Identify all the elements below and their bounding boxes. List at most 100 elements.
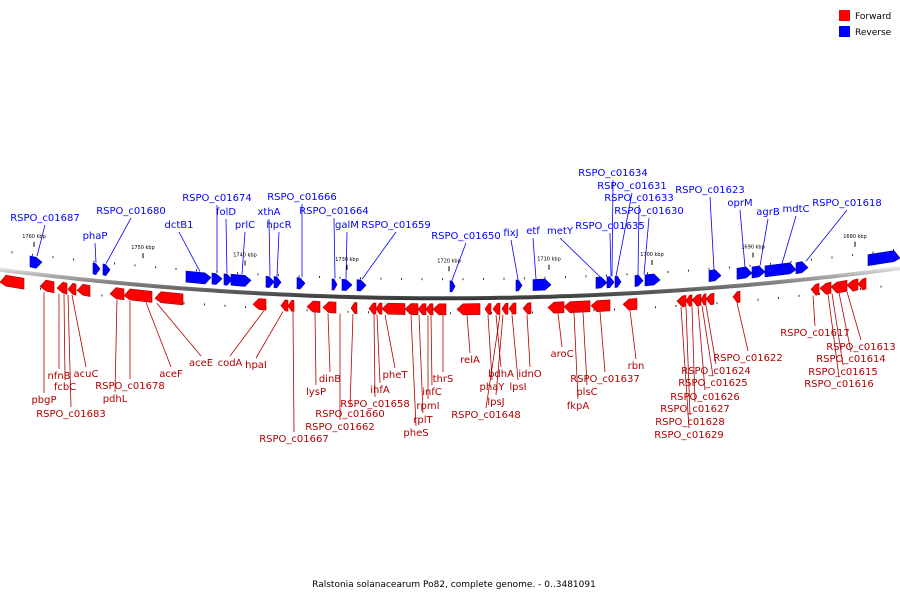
gene-label: thrS: [433, 374, 454, 385]
forward-gene-arrow: [404, 303, 419, 316]
gene-leader-line: [495, 314, 502, 368]
gene-leader-line: [831, 293, 844, 366]
gene-leader-line: [327, 313, 331, 373]
reverse-gene-arrow: [356, 279, 367, 292]
forward-gene-arrow: [508, 302, 517, 315]
gene-label: phaY: [480, 382, 506, 393]
gene-leader-line: [105, 217, 132, 264]
forward-gene-arrow: [700, 293, 707, 306]
gene-leader-line: [376, 314, 381, 384]
forward-gene-arrow: [857, 277, 867, 291]
forward-gene-arrow: [432, 303, 447, 316]
gene-label: RSPO_c01650: [431, 231, 501, 242]
gene-label: RSPO_c01674: [182, 193, 252, 204]
gene-label: RSPO_c01683: [36, 409, 106, 420]
gene-label: mdtC: [783, 204, 810, 215]
gene-leader-line: [178, 231, 201, 272]
scale-tick-label: 1730 kbp: [335, 257, 359, 263]
gene-label: aceF: [159, 369, 183, 380]
gene-label: pbgP: [31, 395, 56, 406]
gene-leader-line: [739, 209, 746, 268]
forward-gene-arrow: [846, 278, 859, 292]
forward-gene-arrow: [810, 283, 820, 296]
gene-label: oprM: [727, 198, 752, 209]
gene-label: RSPO_c01658: [340, 399, 410, 410]
gene-label: RSPO_c01624: [681, 366, 751, 377]
gene-label: relA: [460, 355, 480, 366]
gene-leader-line: [114, 299, 118, 393]
reverse-gene-arrow: [634, 274, 644, 287]
scale-tick-label: 1720 kbp: [437, 258, 461, 264]
gene-leader-line: [361, 231, 397, 280]
reverse-gene-arrow: [795, 261, 809, 275]
gene-leader-line: [345, 231, 348, 279]
scale-tick-label: 1680 kbp: [843, 234, 867, 240]
gene-label: RSPO_c01629: [654, 430, 724, 441]
reverse-gene-arrow: [341, 278, 353, 291]
reverse-gene-arrow: [532, 278, 552, 291]
reverse-gene-arrow: [331, 278, 338, 291]
leader-lines: [36, 179, 862, 433]
scale-tick-label: 1760 kbp: [22, 234, 46, 240]
gene-leader-line: [241, 231, 246, 275]
gene-label: hpaI: [245, 360, 267, 371]
gene-leader-line: [36, 224, 46, 257]
gene-leader-line: [582, 312, 588, 386]
forward-gene-arrow: [287, 299, 295, 312]
gene-label: dctB1: [165, 220, 194, 231]
scale-tick-label: 1700 kbp: [640, 252, 664, 258]
gene-leader-line: [680, 307, 690, 429]
gene-label: agrB: [756, 207, 780, 218]
forward-gene-arrow: [350, 302, 358, 315]
gene-leader-line: [373, 314, 376, 398]
gene-label: aroC: [550, 349, 573, 360]
gene-leader-line: [510, 239, 519, 280]
forward-gene-arrow: [819, 281, 832, 295]
gene-leader-line: [71, 295, 87, 368]
reverse-gene-arrow: [764, 262, 797, 278]
forward-gene-arrow: [676, 294, 687, 308]
gene-label: xthA: [257, 207, 280, 218]
forward-gene-arrow: [368, 302, 377, 315]
gene-label: RSPO_c01613: [826, 342, 896, 353]
gene-label: aceE: [189, 358, 213, 369]
legend: Forward Reverse: [839, 10, 892, 38]
gene-leader-line: [485, 314, 501, 409]
gene-label: phaP: [83, 231, 108, 242]
gene-leader-line: [559, 237, 601, 278]
gene-label: RSPO_c01666: [267, 192, 337, 203]
gene-leader-line: [701, 305, 714, 377]
gene-leader-line: [781, 215, 797, 264]
gene-label: idnO: [518, 369, 541, 380]
gene-leader-line: [611, 179, 614, 277]
gene-label: codA: [218, 358, 243, 369]
gene-label: RSPO_c01635: [575, 221, 645, 232]
gene-leader-line: [557, 313, 563, 348]
gene-leader-line: [685, 306, 691, 416]
reverse-gene-arrow: [449, 280, 456, 293]
reverse-gene-arrow: [223, 273, 233, 286]
gene-label: RSPO_c01615: [808, 367, 878, 378]
gene-label: pdhL: [103, 394, 128, 405]
gene-label: bdhA: [488, 369, 514, 380]
gene-leader-line: [63, 294, 66, 381]
gene-label: plsC: [576, 387, 597, 398]
reverse-gene-arrow: [867, 250, 900, 267]
gene-label: pheT: [383, 370, 409, 381]
gene-leader-line: [705, 305, 717, 365]
gene-leader-line: [709, 196, 715, 270]
genome-axis-band: [0, 266, 900, 301]
gene-label: RSPO_c01622: [713, 353, 783, 364]
forward-gene-arrow: [322, 301, 337, 314]
gene-leader-line: [410, 315, 417, 427]
gene-label: etf: [526, 226, 540, 237]
reverse-gene-arrow: [606, 276, 615, 289]
gene-label: fkpA: [567, 401, 590, 412]
gene-leader-line: [255, 311, 284, 359]
gene-leader-line: [94, 242, 97, 263]
forward-gene-arrow: [252, 298, 267, 311]
forward-gene-arrow: [425, 303, 434, 316]
forward-gene-arrow: [456, 303, 481, 316]
reverse-gene-arrow: [515, 279, 523, 292]
gene-leader-line: [599, 311, 606, 373]
